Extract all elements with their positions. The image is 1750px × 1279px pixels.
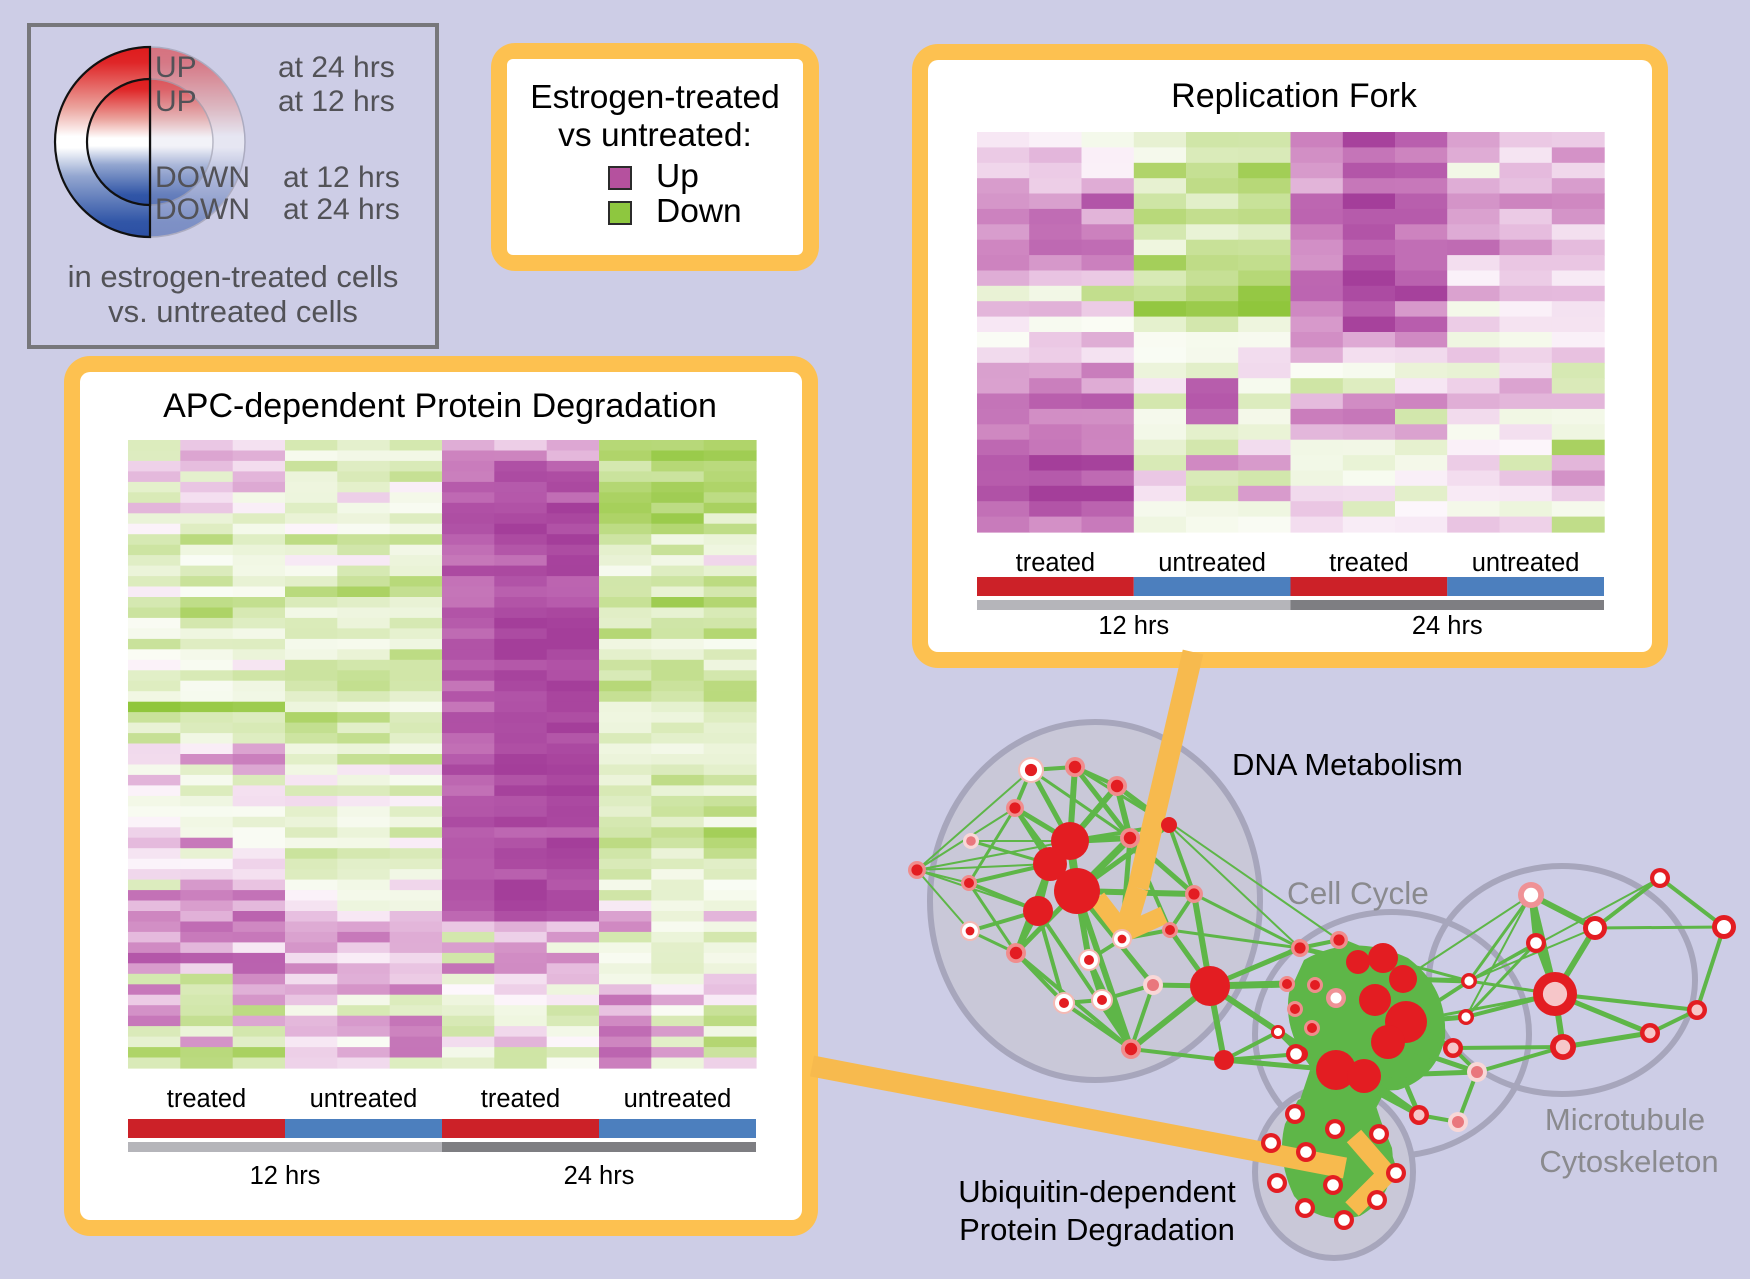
svg-text:treated: treated [481,1085,560,1113]
svg-text:at 24 hrs: at 24 hrs [278,51,395,84]
svg-text:Cell Cycle: Cell Cycle [1287,875,1429,911]
svg-text:at 24 hrs: at 24 hrs [283,193,400,226]
svg-text:UP: UP [155,51,197,84]
svg-text:untreated: untreated [624,1085,732,1113]
svg-text:untreated: untreated [310,1085,418,1113]
svg-text:treated: treated [1329,549,1408,577]
svg-text:Up: Up [656,158,699,195]
svg-text:Cytoskeleton: Cytoskeleton [1539,1144,1718,1179]
svg-text:Protein Degradation: Protein Degradation [959,1212,1235,1247]
svg-text:12 hrs: 12 hrs [250,1162,321,1190]
svg-text:at 12 hrs: at 12 hrs [283,161,400,194]
svg-text:treated: treated [167,1085,246,1113]
svg-text:Estrogen-treated: Estrogen-treated [530,79,780,116]
svg-text:vs untreated:: vs untreated: [558,117,752,154]
svg-text:Microtubule: Microtubule [1545,1102,1705,1137]
svg-text:untreated: untreated [1158,549,1266,577]
svg-text:12 hrs: 12 hrs [1098,612,1169,640]
svg-text:at 12 hrs: at 12 hrs [278,85,395,118]
svg-text:DNA Metabolism: DNA Metabolism [1232,747,1463,782]
svg-text:APC-dependent Protein Degradat: APC-dependent Protein Degradation [163,387,717,425]
svg-text:Down: Down [656,193,742,230]
svg-text:in estrogen-treated cells: in estrogen-treated cells [68,259,399,294]
svg-text:UP: UP [155,85,197,118]
svg-text:Replication Fork: Replication Fork [1171,77,1418,115]
svg-text:Ubiquitin-dependent: Ubiquitin-dependent [958,1174,1236,1209]
svg-text:treated: treated [1016,549,1095,577]
svg-text:DOWN: DOWN [155,193,250,226]
svg-text:untreated: untreated [1472,549,1580,577]
svg-text:vs. untreated cells: vs. untreated cells [108,294,358,329]
svg-text:DOWN: DOWN [155,161,250,194]
svg-text:24 hrs: 24 hrs [1412,612,1483,640]
svg-text:24 hrs: 24 hrs [564,1162,635,1190]
